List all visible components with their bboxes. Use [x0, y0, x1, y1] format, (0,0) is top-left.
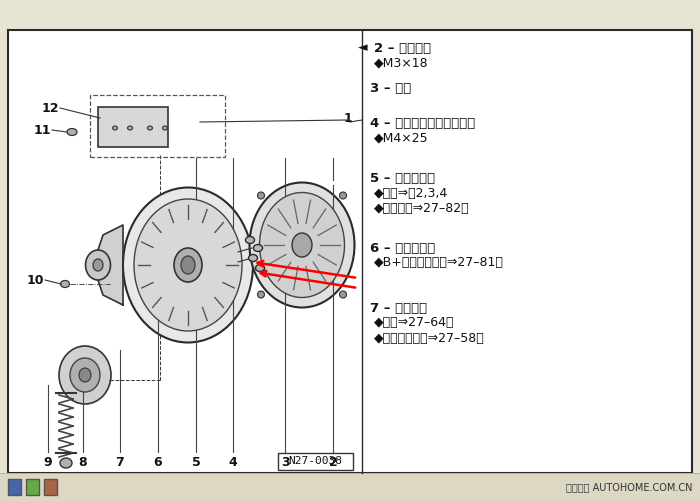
- Text: 3 – 护罩: 3 – 护罩: [370, 82, 412, 95]
- Text: ◆M4×25: ◆M4×25: [374, 131, 428, 144]
- Text: 1: 1: [344, 112, 352, 125]
- Polygon shape: [93, 225, 123, 305]
- Ellipse shape: [258, 192, 265, 199]
- Ellipse shape: [79, 368, 91, 382]
- Bar: [8, 479, 21, 495]
- Ellipse shape: [148, 126, 153, 130]
- Text: 2 – 六角螺栓: 2 – 六角螺栓: [374, 42, 431, 55]
- Ellipse shape: [123, 187, 253, 343]
- Ellipse shape: [113, 126, 118, 130]
- Ellipse shape: [85, 250, 111, 280]
- Ellipse shape: [249, 182, 354, 308]
- Text: 5 – 电压调节器: 5 – 电压调节器: [370, 171, 435, 184]
- Text: 2: 2: [328, 455, 337, 468]
- Text: 7: 7: [116, 455, 125, 468]
- Bar: [8, 30, 692, 473]
- Text: 4 – 十字花式半圆埋头螺栓: 4 – 十字花式半圆埋头螺栓: [370, 117, 475, 129]
- Ellipse shape: [246, 236, 255, 243]
- Ellipse shape: [93, 259, 103, 271]
- Ellipse shape: [248, 255, 258, 262]
- Ellipse shape: [174, 248, 202, 282]
- Bar: [44, 479, 57, 495]
- Ellipse shape: [60, 458, 72, 468]
- Text: 5: 5: [192, 455, 200, 468]
- Text: 6 – 交流发电机: 6 – 交流发电机: [370, 241, 435, 255]
- Ellipse shape: [256, 265, 265, 272]
- Text: ◆拆装⇒27–64页: ◆拆装⇒27–64页: [374, 317, 454, 330]
- Text: ◆拆装⇒件2,3,4: ◆拆装⇒件2,3,4: [374, 186, 448, 199]
- Ellipse shape: [67, 128, 77, 135]
- Text: ◆检查碳刷⇒27–82页: ◆检查碳刷⇒27–82页: [374, 201, 470, 214]
- Text: N27-0038: N27-0038: [288, 456, 342, 466]
- Ellipse shape: [292, 233, 312, 257]
- Text: 9: 9: [43, 455, 52, 468]
- Text: ◆B+导线拧紧力矩⇒27–81页: ◆B+导线拧紧力矩⇒27–81页: [374, 257, 504, 270]
- Text: 3: 3: [281, 455, 289, 468]
- Text: 8: 8: [78, 455, 88, 468]
- Ellipse shape: [253, 244, 262, 252]
- Text: 12: 12: [41, 102, 59, 115]
- Text: ◆多楔皮带传动⇒27–58页: ◆多楔皮带传动⇒27–58页: [374, 332, 484, 345]
- Text: 6: 6: [154, 455, 162, 468]
- Text: 7 – 多楔皮带: 7 – 多楔皮带: [370, 302, 427, 315]
- Ellipse shape: [260, 192, 344, 298]
- Ellipse shape: [59, 346, 111, 404]
- Bar: [90, 95, 225, 157]
- Ellipse shape: [60, 281, 69, 288]
- Text: 4: 4: [229, 455, 237, 468]
- Text: ◆M3×18: ◆M3×18: [374, 57, 428, 70]
- Bar: [98, 107, 168, 147]
- Bar: [278, 453, 353, 470]
- Ellipse shape: [162, 126, 167, 130]
- Ellipse shape: [258, 291, 265, 298]
- Text: 11: 11: [34, 124, 50, 136]
- Text: ◄: ◄: [358, 42, 368, 55]
- Ellipse shape: [134, 199, 242, 331]
- Ellipse shape: [127, 126, 132, 130]
- Ellipse shape: [340, 291, 346, 298]
- Ellipse shape: [70, 358, 100, 392]
- Text: 10: 10: [27, 274, 43, 287]
- Ellipse shape: [340, 192, 346, 199]
- Text: 汽车之家 AUTOHOME.COM.CN: 汽车之家 AUTOHOME.COM.CN: [566, 482, 692, 492]
- Bar: [26, 479, 39, 495]
- Ellipse shape: [181, 256, 195, 274]
- Bar: [0, 473, 700, 501]
